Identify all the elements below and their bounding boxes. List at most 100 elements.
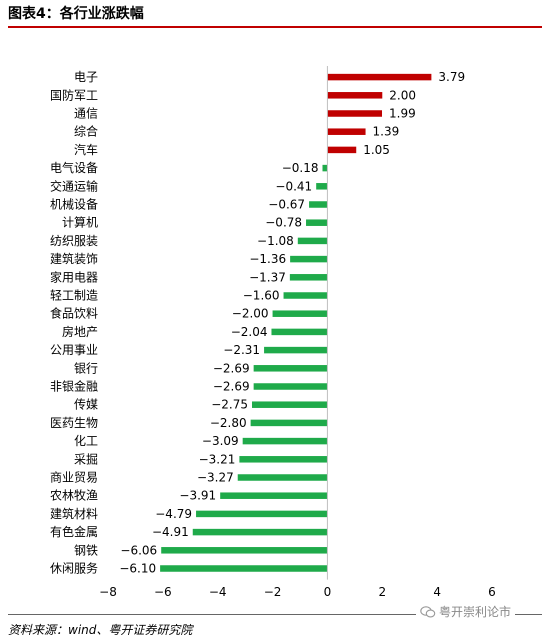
bar	[290, 255, 328, 263]
category-label: 钢铁	[74, 543, 98, 557]
category-label: 房地产	[62, 324, 98, 339]
category-label: 传媒	[74, 397, 98, 412]
category-label: 休闲服务	[50, 561, 98, 576]
category-label: 家用电器	[50, 269, 98, 284]
category-label: 汽车	[74, 142, 98, 157]
data-label: −1.36	[249, 252, 286, 266]
data-label: −3.21	[199, 452, 236, 466]
category-label: 通信	[74, 107, 98, 121]
bar	[272, 310, 328, 317]
bar	[327, 128, 366, 135]
category-label: 农林牧渔	[50, 489, 98, 503]
category-label: 有色金属	[50, 524, 98, 539]
bar	[309, 201, 328, 208]
data-label: 1.99	[389, 107, 416, 121]
category-label: 机械设备	[50, 197, 98, 212]
data-label: −2.69	[213, 361, 250, 375]
data-label: −1.08	[257, 234, 294, 248]
category-label: 纺织服装	[50, 234, 98, 248]
bar	[297, 237, 328, 245]
bar	[271, 328, 328, 336]
data-label: −4.91	[152, 525, 189, 539]
bar	[327, 92, 383, 99]
bar	[322, 164, 328, 172]
data-label: −1.60	[243, 289, 280, 303]
category-label: 轻工制造	[50, 289, 98, 303]
data-label: −2.75	[211, 398, 248, 412]
category-label: 公用事业	[50, 343, 98, 357]
x-tick-label: 0	[324, 585, 332, 599]
bar	[242, 437, 328, 445]
category-label: 商业贸易	[50, 470, 98, 485]
data-label: −0.41	[275, 179, 312, 193]
bar	[327, 110, 383, 117]
wechat-icon	[420, 605, 436, 617]
data-label: −3.27	[197, 471, 234, 485]
bar	[283, 292, 328, 299]
x-tick-label: −6	[154, 585, 172, 599]
category-label: 综合	[74, 124, 98, 139]
category-label: 交通运输	[50, 178, 98, 193]
data-label: −2.04	[231, 325, 268, 339]
category-label: 非银金融	[50, 379, 98, 394]
data-label: −0.67	[268, 198, 305, 212]
figure-title: 图表4：各行业涨跌幅	[8, 6, 144, 22]
data-label: −2.80	[210, 416, 247, 430]
category-label: 采掘	[74, 451, 98, 466]
category-label: 医药生物	[50, 416, 98, 430]
data-label: 2.00	[389, 88, 416, 102]
data-label: −4.79	[155, 507, 192, 521]
data-label: −6.06	[120, 543, 157, 557]
x-tick-label: 6	[488, 585, 496, 599]
bar	[253, 383, 328, 390]
title-rule	[8, 26, 542, 28]
footer-rule	[8, 614, 542, 615]
data-label: −3.09	[202, 434, 239, 448]
data-label: −2.00	[232, 307, 269, 321]
bar	[160, 565, 328, 572]
bar	[264, 346, 328, 354]
data-label: 1.05	[363, 143, 390, 157]
bar-chart: 电子 3.79 国防军工 2.00 通信 1.99 综合 1.39 汽车 1.05 电气设备 −0.1…	[50, 66, 496, 599]
x-tick-label: −2	[264, 585, 282, 599]
bar	[316, 183, 328, 190]
bar	[250, 419, 328, 427]
watermark-text: 粤开崇利论市	[439, 605, 512, 619]
x-tick-label: −8	[99, 585, 117, 599]
category-label: 电气设备	[50, 160, 98, 175]
bar	[161, 547, 328, 554]
x-tick-label: 4	[433, 585, 441, 599]
data-label: −2.69	[213, 380, 250, 394]
category-label: 建筑装饰	[50, 251, 98, 266]
data-label: −0.18	[282, 161, 319, 175]
bar	[192, 528, 328, 536]
bar	[220, 492, 328, 499]
bar	[253, 365, 328, 372]
data-label: −0.78	[265, 216, 302, 230]
category-label: 电子	[74, 70, 98, 84]
data-label: −1.37	[249, 270, 286, 284]
data-label: −6.10	[119, 562, 156, 576]
category-label: 建筑材料	[50, 506, 98, 521]
bar	[196, 510, 328, 518]
category-label: 计算机	[62, 215, 98, 230]
bar	[289, 274, 328, 281]
source-note: 资料来源：wind、粤开证券研究院	[8, 623, 193, 637]
bar	[239, 456, 328, 463]
watermark: 粤开崇利论市	[416, 603, 516, 620]
data-label: 3.79	[438, 70, 465, 84]
bar	[306, 219, 328, 226]
data-label: 1.39	[373, 125, 400, 139]
category-label: 银行	[74, 361, 98, 375]
data-label: −3.91	[179, 489, 216, 503]
x-tick-label: −4	[209, 585, 227, 599]
bar	[252, 401, 328, 408]
category-label: 食品饮料	[50, 306, 98, 321]
bar	[327, 146, 357, 154]
category-label: 国防军工	[50, 87, 98, 102]
category-label: 化工	[74, 434, 98, 448]
x-tick-label: 2	[378, 585, 386, 599]
bar	[327, 73, 432, 81]
data-label: −2.31	[223, 343, 260, 357]
bar	[237, 474, 328, 481]
